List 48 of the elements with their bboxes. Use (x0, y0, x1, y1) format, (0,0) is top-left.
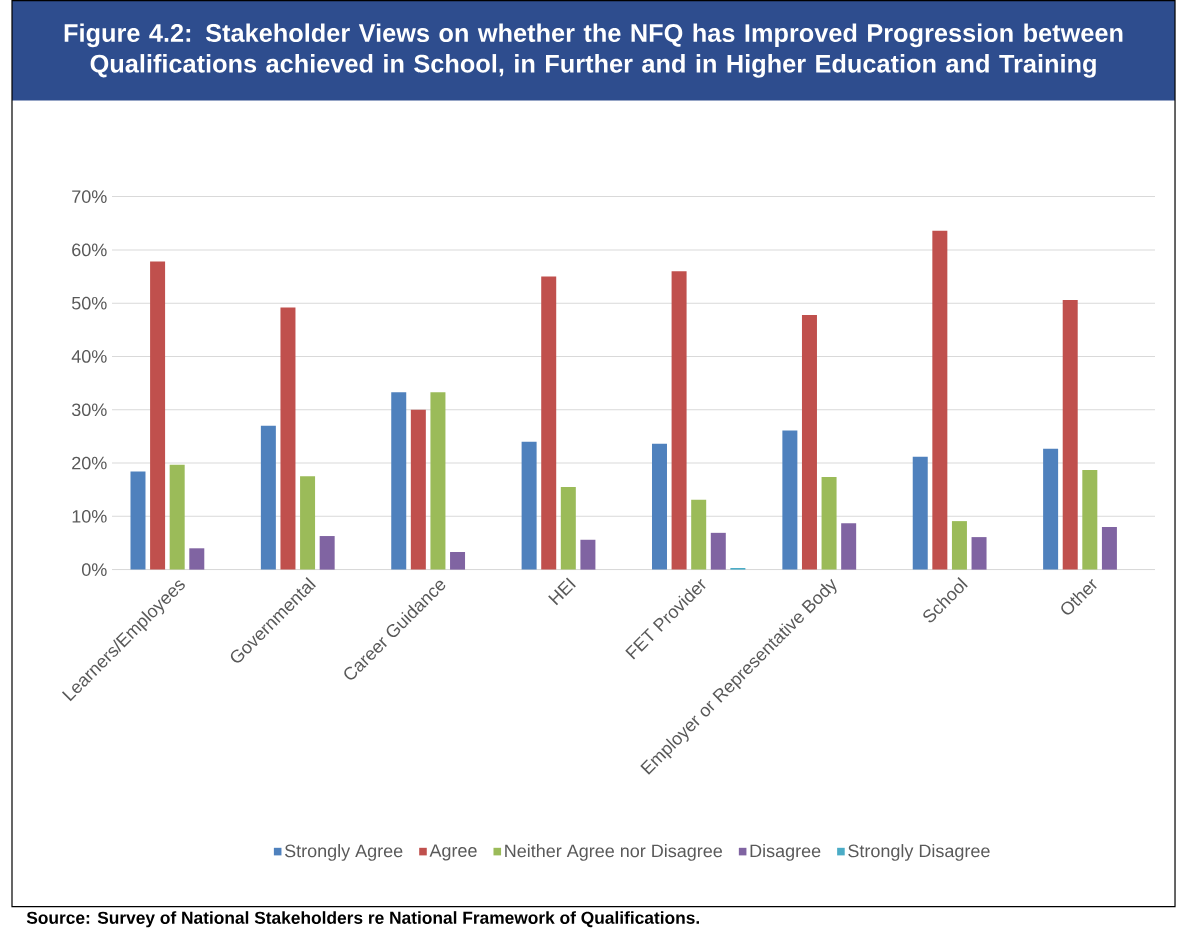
bar (1043, 448, 1059, 570)
bar (912, 456, 928, 570)
bar (932, 230, 948, 570)
bar (710, 533, 726, 570)
bar (1062, 300, 1078, 570)
bar (651, 444, 667, 570)
bar (801, 315, 817, 570)
y-tick-label: 10% (72, 510, 107, 523)
chart-title: Figure 4.2: Stakeholder Views on whether the NFQ has Improved Progression between Qualifications achieved in School, in Further and in Higher Education and Training (64, 23, 1123, 78)
bar (450, 552, 466, 570)
legend-label: Strongly Disagree (848, 844, 990, 862)
bar (260, 425, 276, 570)
y-tick-label: 70% (72, 190, 107, 204)
bar (430, 392, 446, 570)
bar (300, 476, 316, 570)
legend-label: Agree (429, 844, 477, 861)
y-tick-label: 60% (72, 243, 107, 257)
x-tick-label: HEI (548, 577, 576, 606)
y-tick-label: 40% (71, 350, 107, 364)
bar (130, 471, 146, 570)
bar (691, 499, 707, 570)
bar (1082, 470, 1098, 570)
source-note: Source: Survey of National Stakeholders re National Framework of Qualifications. (26, 911, 699, 928)
y-tick-label: 50% (71, 296, 107, 310)
bar (1101, 527, 1117, 570)
bar (521, 441, 537, 570)
bar (671, 271, 687, 570)
legend-label: Disagree (750, 844, 821, 862)
bar (410, 409, 426, 570)
bar (841, 523, 857, 570)
legend-label: Neither Agree nor Disagree (505, 844, 723, 862)
bar (821, 477, 837, 570)
legend-label: Strongly Agree (284, 844, 403, 862)
bar (951, 521, 967, 570)
bar (782, 430, 798, 570)
bar (169, 464, 185, 570)
bar (189, 548, 205, 570)
bar (971, 537, 987, 570)
bar (541, 276, 557, 570)
y-tick-label: 0% (81, 563, 107, 577)
y-tick-label: 30% (71, 403, 107, 417)
bar (580, 539, 596, 570)
bar (150, 261, 166, 570)
bar (391, 392, 407, 570)
y-tick-label: 20% (72, 456, 107, 470)
bar (560, 487, 576, 570)
bar (319, 536, 335, 570)
bar (280, 307, 296, 570)
